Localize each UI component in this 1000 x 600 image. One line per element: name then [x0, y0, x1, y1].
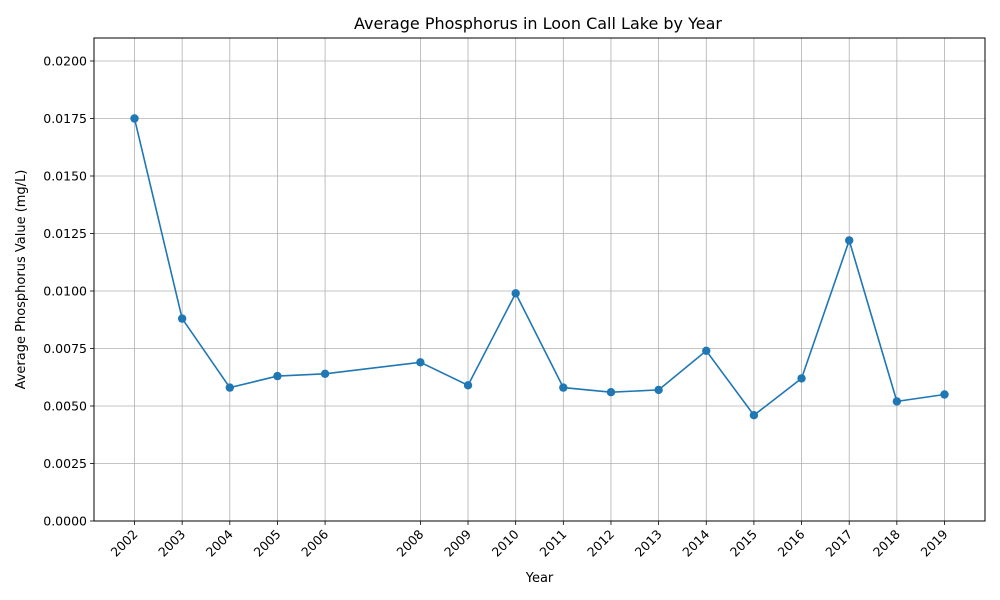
- data-point: [892, 397, 902, 406]
- data-point: [940, 390, 949, 399]
- x-tick-label: 2018: [870, 526, 903, 559]
- x-axis-title: Year: [525, 571, 554, 586]
- x-tick-label: 2011: [536, 527, 569, 560]
- x-tick-label: 2009: [441, 526, 474, 559]
- y-tick-label: 0.0075: [43, 341, 87, 356]
- x-tick-label: 2006: [298, 526, 331, 559]
- data-point: [273, 371, 282, 381]
- x-tick-label: 2004: [203, 526, 236, 559]
- y-tick-label: 0.0000: [43, 514, 87, 529]
- x-tick-label: 2008: [393, 526, 426, 559]
- chart-title: Average Phosphorus in Loon Call Lake by …: [354, 14, 722, 33]
- y-tick-label: 0.0150: [43, 169, 87, 184]
- data-point: [130, 114, 139, 123]
- x-tick-label: 2013: [632, 527, 665, 560]
- data-point: [606, 388, 616, 397]
- x-tick-label: 2017: [822, 527, 855, 560]
- x-tick-label: 2010: [489, 526, 522, 559]
- data-point: [416, 358, 425, 367]
- x-tick-label: 2003: [155, 527, 188, 560]
- x-tick-label: 2005: [250, 527, 283, 560]
- y-tick-label: 0.0050: [43, 399, 87, 414]
- data-point: [845, 236, 854, 245]
- y-tick-label: 0.0025: [43, 456, 87, 471]
- data-point: [177, 314, 187, 323]
- x-tick-label: 2014: [679, 526, 712, 559]
- data-point: [320, 369, 330, 378]
- y-axis: 0.0000 0.0025 0.0050 0.0075 0.0100 0.0125 0.01…: [43, 54, 94, 529]
- x-tick-label: 2015: [727, 527, 760, 560]
- series-line: [130, 114, 949, 420]
- data-point: [749, 411, 759, 420]
- y-axis-title: Average Phosphorus Value (mg/L): [14, 170, 29, 390]
- series-path: [133, 118, 945, 417]
- x-tick-label: 2019: [918, 526, 951, 559]
- x-tick-label: 2012: [584, 527, 617, 560]
- data-point: [559, 383, 568, 392]
- data-point: [654, 385, 663, 395]
- data-point: [225, 383, 234, 392]
- x-tick-label: 2016: [775, 526, 808, 559]
- y-tick-label: 0.0175: [43, 111, 87, 126]
- plot-area-frame: [93, 37, 986, 522]
- data-point: [702, 346, 711, 355]
- grid: [94, 38, 985, 522]
- data-point: [463, 381, 473, 390]
- y-tick-label: 0.0100: [43, 284, 87, 299]
- x-tick-label: 2002: [108, 527, 141, 560]
- data-point: [511, 289, 520, 298]
- y-tick-label: 0.0125: [43, 226, 87, 241]
- y-tick-label: 0.0200: [43, 54, 87, 69]
- data-point: [797, 374, 806, 383]
- x-axis: 2002 2003 2004 2005 2006 2008 2009 2010 2011 2012…: [108, 521, 951, 560]
